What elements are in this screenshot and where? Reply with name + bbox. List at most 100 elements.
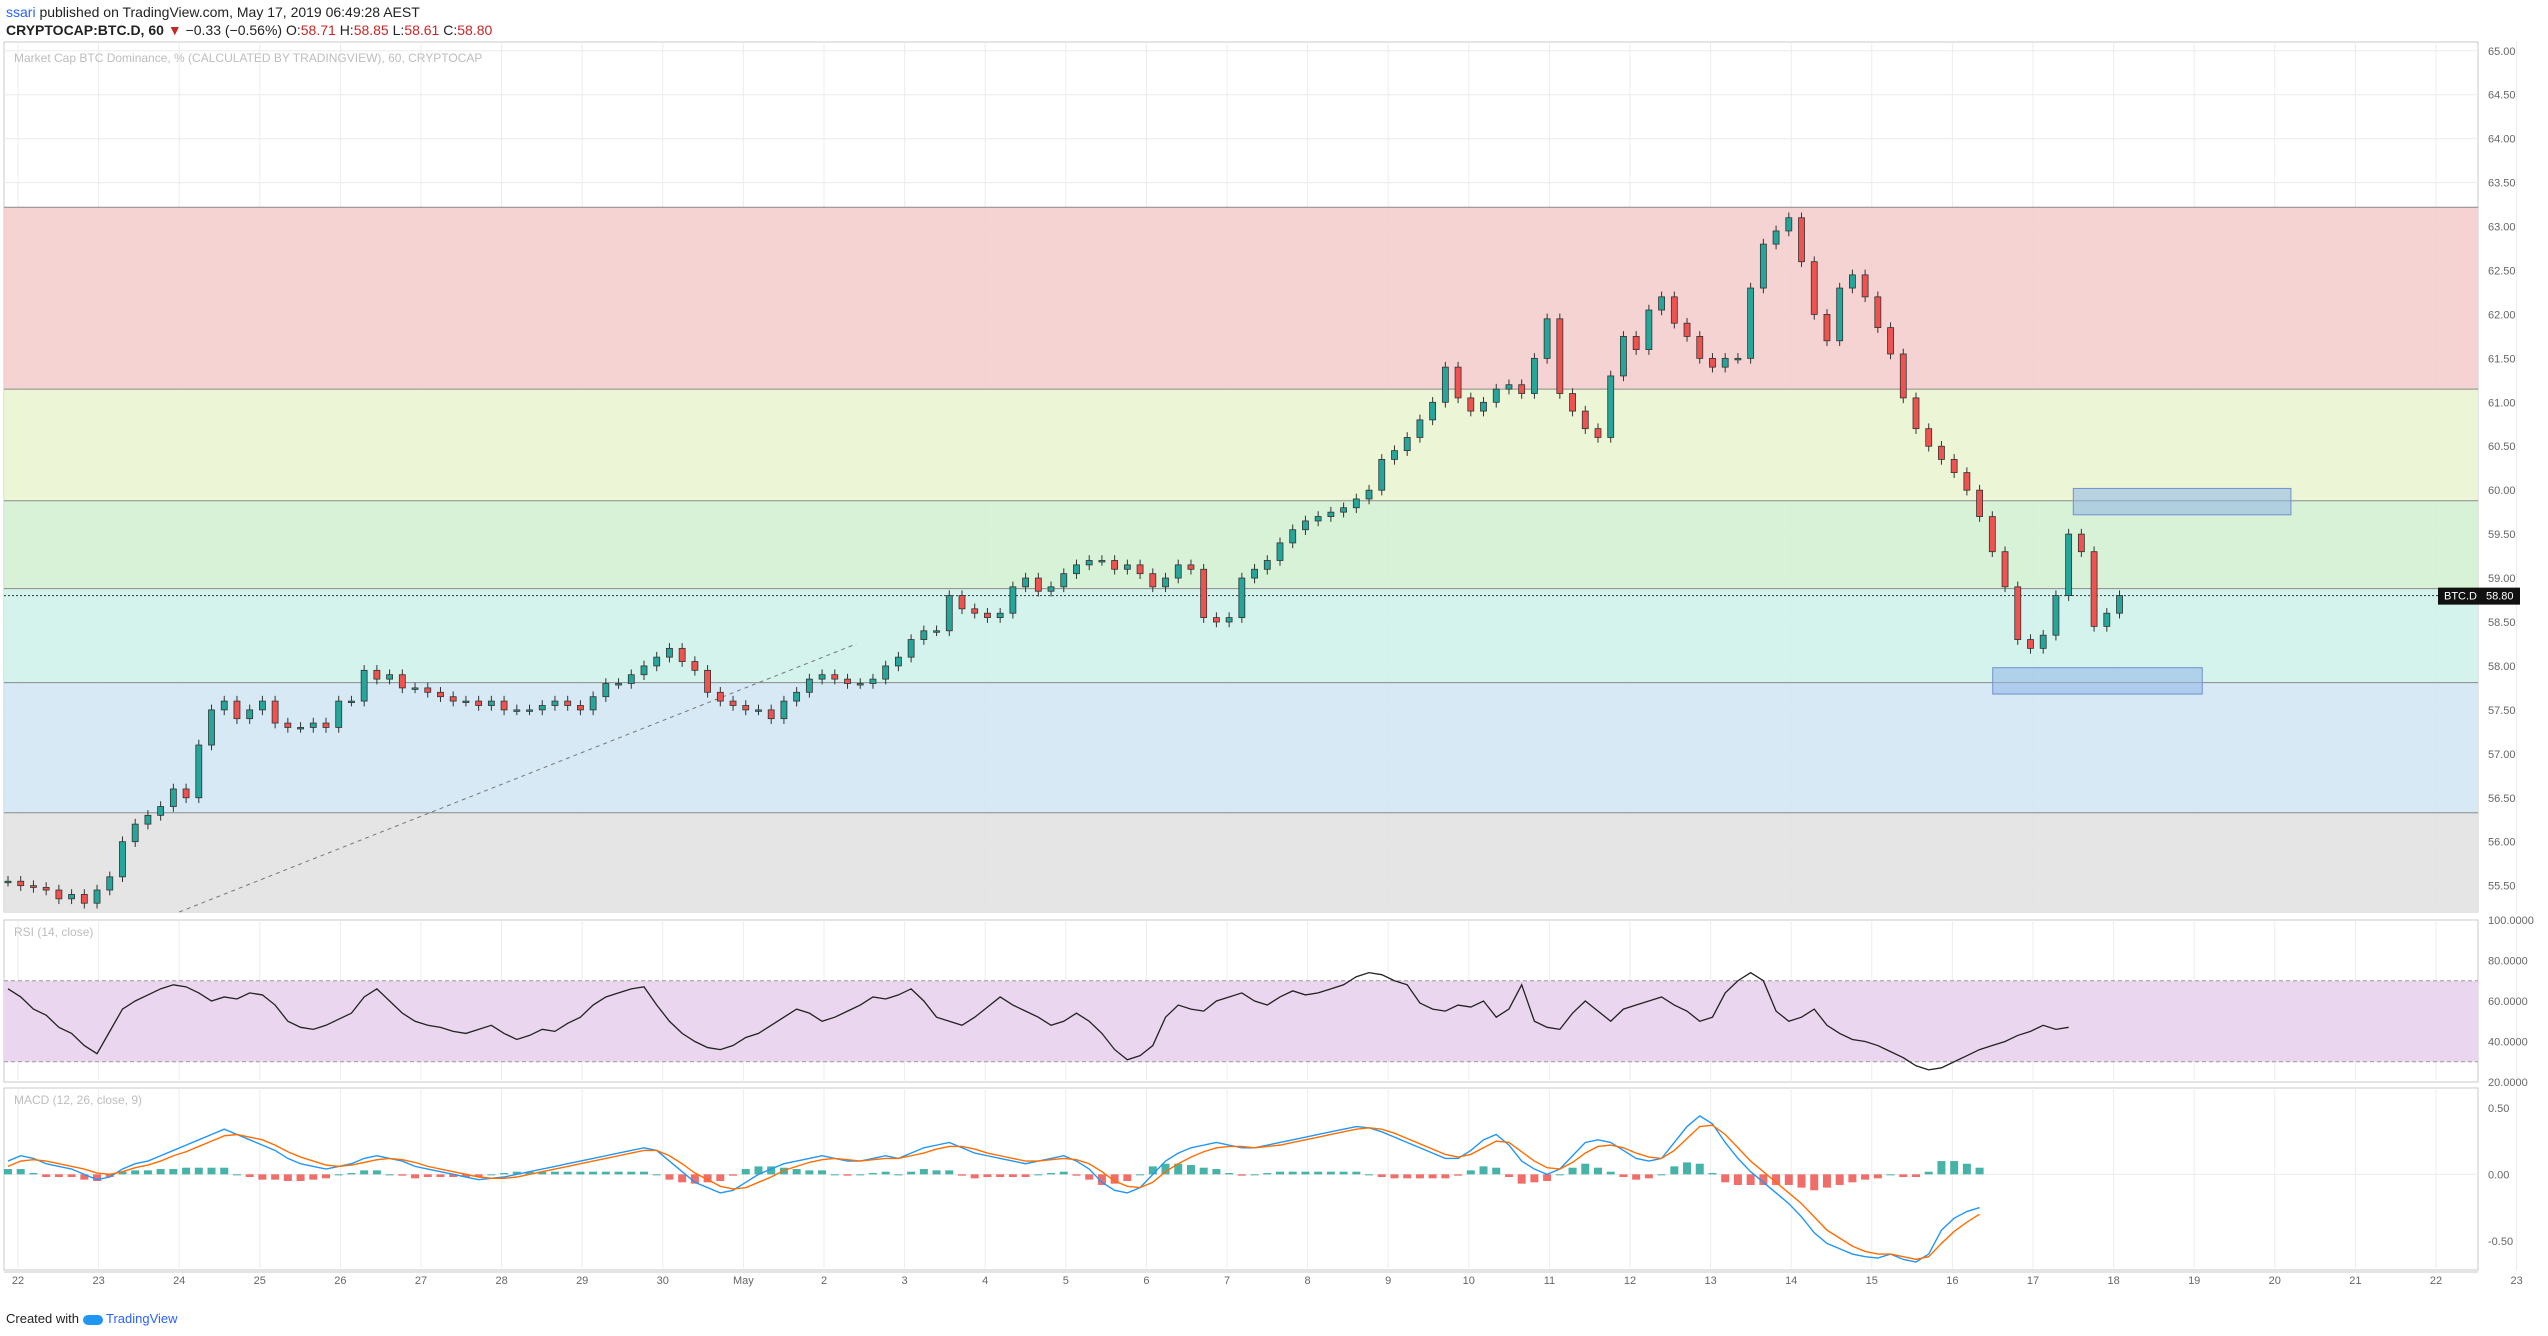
macd-histogram-bar (1314, 1171, 1323, 1175)
candle-body (17, 880, 25, 887)
candle-body (1823, 314, 1831, 342)
x-tick-label: 19 (2188, 1275, 2200, 1287)
macd-histogram-bar (1619, 1174, 1628, 1178)
candle-body (1047, 586, 1055, 592)
symbol-tag-label: BTC.D (2444, 591, 2477, 603)
rsi-tick-label: 20.0000 (2488, 1077, 2528, 1089)
macd-pane-title: MACD (12, 26, close, 9) (14, 1093, 142, 1107)
x-tick-label: May (733, 1275, 754, 1287)
macd-histogram-bar (601, 1171, 610, 1175)
candle-body (526, 709, 533, 712)
candle-body (398, 674, 406, 689)
footer-brand-link[interactable]: TradingView (106, 1311, 178, 1326)
macd-histogram-bar (1835, 1174, 1844, 1185)
macd-histogram-bar (1021, 1174, 1030, 1178)
candle-body (907, 639, 915, 658)
candle-body (2090, 551, 2098, 627)
candle-body (1073, 564, 1080, 575)
close-value: 58.80 (457, 22, 493, 38)
price-tick-label: 61.50 (2488, 353, 2516, 365)
macd-histogram-bar (131, 1170, 140, 1175)
candle-body (551, 700, 559, 706)
price-tick-label: 55.50 (2488, 881, 2516, 893)
candle-body (831, 674, 839, 680)
x-tick-label: 8 (1305, 1275, 1311, 1287)
macd-histogram-bar (1161, 1163, 1170, 1175)
candle-body (1759, 243, 1767, 289)
candle-body (1263, 560, 1271, 570)
macd-histogram-bar (703, 1174, 712, 1183)
candle-body (780, 700, 788, 720)
candle-body (1785, 217, 1793, 232)
rsi-tick-label: 80.0000 (2488, 956, 2528, 968)
macd-histogram-bar (1708, 1173, 1717, 1175)
candle-body (1709, 357, 1716, 368)
x-tick-label: 13 (1704, 1275, 1716, 1287)
macd-tick-label: -0.50 (2488, 1236, 2513, 1248)
horizontal-zone (4, 207, 2478, 390)
candle-body (1670, 296, 1678, 324)
candle-body (627, 674, 635, 684)
macd-histogram-bar (843, 1174, 852, 1176)
rsi-tick-label: 60.0000 (2488, 996, 2528, 1008)
macd-histogram-bar (1784, 1174, 1793, 1185)
macd-histogram-bar (1479, 1166, 1488, 1175)
x-tick-label: 9 (1385, 1275, 1391, 1287)
x-tick-label: 26 (334, 1275, 346, 1287)
horizontal-zone (4, 682, 2478, 813)
candle-body (487, 700, 495, 706)
candle-body (1645, 309, 1653, 350)
macd-histogram-bar (512, 1171, 521, 1175)
x-tick-label: 28 (495, 1275, 507, 1287)
price-tick-label: 59.50 (2488, 529, 2516, 541)
price-tick-label: 62.00 (2488, 309, 2516, 321)
macd-histogram-bar (894, 1174, 903, 1176)
macd-histogram-bar (525, 1171, 534, 1175)
candle-body (1543, 318, 1551, 359)
candle-body (360, 669, 368, 702)
macd-histogram-bar (1237, 1174, 1246, 1176)
candle-body (1912, 397, 1920, 430)
macd-histogram-bar (856, 1174, 865, 1176)
macd-histogram-bar (1657, 1174, 1666, 1176)
macd-histogram-bar (80, 1174, 89, 1180)
candle-body (80, 894, 88, 904)
macd-histogram-bar (1352, 1171, 1361, 1175)
macd-histogram-bar (1390, 1174, 1399, 1179)
macd-histogram-bar (1962, 1163, 1971, 1175)
publish-line: ssari published on TradingView.com, May … (6, 4, 420, 20)
macd-histogram-bar (627, 1171, 636, 1175)
candle-body (1276, 542, 1284, 561)
candle-body (258, 700, 266, 711)
x-tick-label: 20 (2269, 1275, 2281, 1287)
macd-histogram-bar (881, 1171, 890, 1175)
author-link[interactable]: ssari (6, 4, 36, 20)
candle-body (1302, 520, 1309, 531)
candle-body (1098, 560, 1106, 563)
macd-histogram-bar (436, 1174, 445, 1178)
macd-histogram-bar (665, 1174, 674, 1180)
candle-body (93, 889, 101, 904)
price-tick-label: 63.50 (2488, 178, 2516, 190)
macd-histogram-bar (1428, 1174, 1437, 1179)
x-tick-label: 27 (415, 1275, 427, 1287)
candle-body (945, 595, 953, 632)
candle-body (1607, 375, 1615, 438)
candle-body (1632, 335, 1640, 350)
candle-body (767, 709, 775, 720)
candle-body (1988, 516, 1996, 553)
macd-histogram-bar (245, 1174, 254, 1178)
candle-body (1187, 564, 1195, 570)
macd-histogram-bar (1085, 1174, 1094, 1180)
candle-body (2014, 586, 2022, 640)
macd-histogram-bar (1568, 1167, 1577, 1175)
candle-body (958, 595, 966, 610)
symbol-label: CRYPTOCAP:BTC.D, 60 (6, 22, 164, 38)
macd-histogram-bar (398, 1174, 407, 1176)
macd-histogram-bar (54, 1174, 63, 1178)
candle-body (424, 687, 432, 693)
macd-histogram-bar (550, 1171, 559, 1175)
macd-histogram-bar (1632, 1174, 1641, 1180)
candle-body (1976, 489, 1983, 517)
